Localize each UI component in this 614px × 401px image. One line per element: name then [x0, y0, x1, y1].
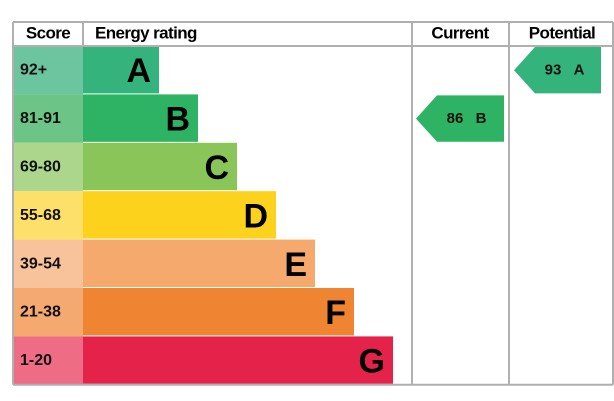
score-cell: [13, 336, 83, 385]
score-cell: [13, 142, 83, 192]
rating-bar: [83, 46, 159, 94]
rating-bar: [83, 94, 198, 142]
score-label: 92+: [20, 62, 47, 79]
rating-bar: [83, 336, 393, 384]
score-cell: [13, 191, 83, 240]
score-label: 69-80: [20, 159, 61, 176]
score-cell: [13, 239, 83, 288]
score-label: 55-68: [20, 207, 61, 224]
score-cell: [13, 288, 83, 337]
potential-value: 93: [545, 62, 562, 79]
potential-arrow: [514, 47, 601, 94]
band-letter: A: [126, 52, 151, 90]
score-label: 81-91: [20, 110, 61, 127]
band-letter: G: [359, 343, 385, 381]
score-cell: [13, 46, 83, 95]
score-cell: [13, 94, 83, 143]
rating-bar: [83, 142, 237, 191]
current-band: B: [476, 110, 487, 127]
header-potential: Potential: [529, 24, 595, 43]
score-label: 21-38: [20, 304, 61, 321]
header: Score Energy rating Current Potential: [26, 24, 596, 43]
rating-bar: [83, 239, 315, 287]
band-letter: D: [243, 197, 268, 235]
current-arrow: [416, 95, 504, 142]
score-label: 1-20: [20, 352, 52, 369]
band-letter: E: [284, 246, 307, 284]
header-current: Current: [431, 24, 489, 43]
band-letter: B: [165, 101, 190, 139]
band-letter: F: [325, 294, 346, 332]
current-value: 86: [447, 110, 464, 127]
rating-bar: [83, 191, 276, 239]
score-label: 39-54: [20, 255, 61, 272]
potential-band: A: [574, 62, 585, 79]
header-score: Score: [26, 24, 70, 43]
rating-bar: [83, 288, 354, 336]
band-letter: C: [204, 149, 229, 187]
header-rating: Energy rating: [95, 24, 197, 43]
